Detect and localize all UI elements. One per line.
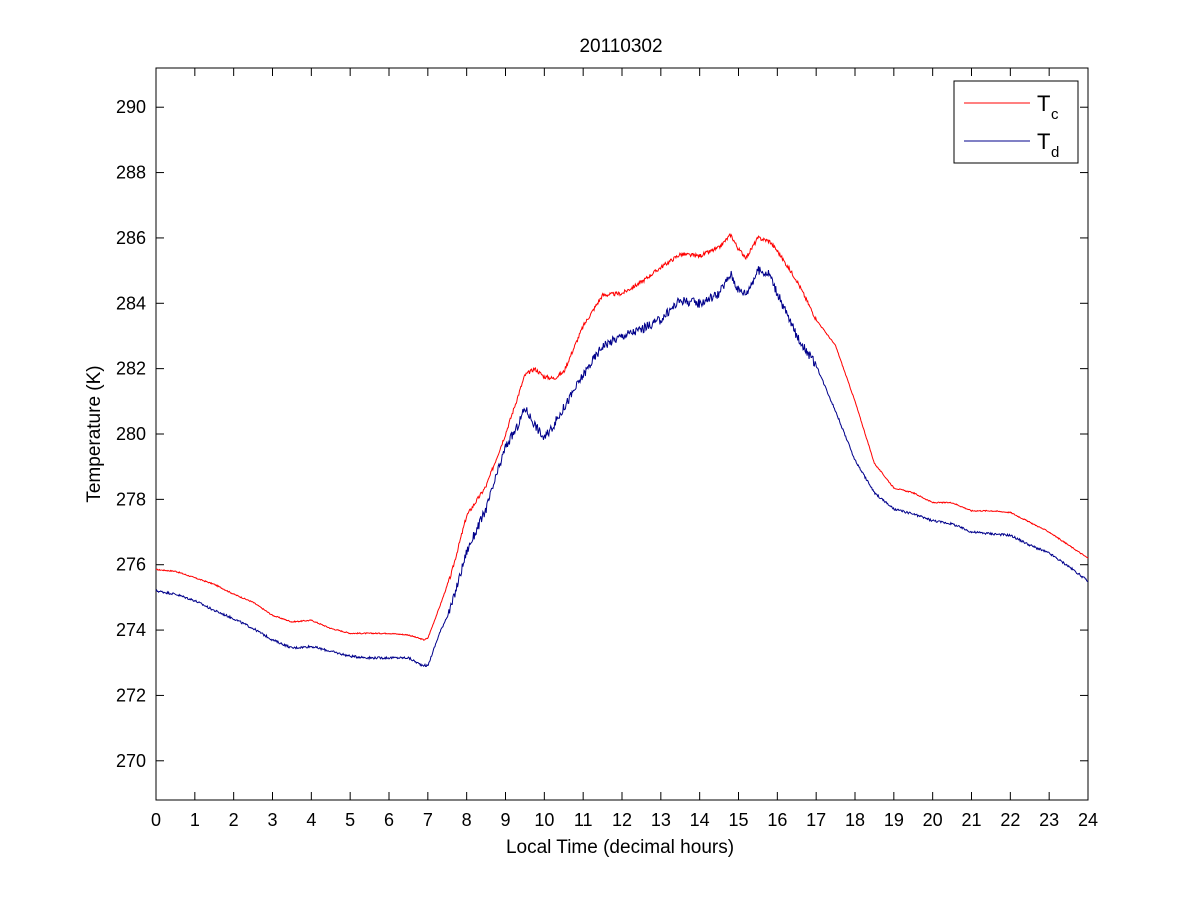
y-tick-label: 286 xyxy=(116,228,146,248)
x-tick-label: 15 xyxy=(728,810,748,830)
x-axis-ticks: 0 1 2 3 4 5 6 7 8 9 10 11 12 13 14 15 16 17 18 19 20 21 22 23 24 xyxy=(151,68,1098,830)
x-tick-label: 5 xyxy=(345,810,355,830)
x-tick-label: 23 xyxy=(1039,810,1059,830)
x-tick-label: 4 xyxy=(306,810,316,830)
x-tick-label: 10 xyxy=(534,810,554,830)
x-tick-label: 20 xyxy=(923,810,943,830)
y-tick-label: 274 xyxy=(116,620,146,640)
y-tick-label: 276 xyxy=(116,555,146,575)
x-tick-label: 13 xyxy=(651,810,671,830)
series-layer xyxy=(155,232,1089,668)
legend-label-subscript: c xyxy=(1051,106,1059,123)
y-tick-label: 282 xyxy=(116,359,146,379)
series-line-c xyxy=(155,232,1089,641)
x-tick-label: 7 xyxy=(423,810,433,830)
y-axis-label: Temperature (K) xyxy=(84,365,105,502)
legend-box xyxy=(953,80,1079,164)
x-tick-label: 6 xyxy=(384,810,394,830)
x-axis-label: Local Time (decimal hours) xyxy=(506,837,734,858)
y-tick-label: 288 xyxy=(116,163,146,183)
plot-area xyxy=(155,67,1089,801)
x-tick-label: 9 xyxy=(500,810,510,830)
x-tick-label: 24 xyxy=(1078,810,1098,830)
x-tick-label: 1 xyxy=(190,810,200,830)
x-tick-label: 0 xyxy=(151,810,161,830)
x-tick-label: 16 xyxy=(767,810,787,830)
y-tick-label: 290 xyxy=(116,97,146,117)
legend-label: T xyxy=(1037,91,1050,116)
legend-label-subscript: d xyxy=(1051,144,1059,161)
x-tick-label: 2 xyxy=(229,810,239,830)
x-tick-label: 17 xyxy=(806,810,826,830)
x-tick-label: 11 xyxy=(574,810,593,830)
x-tick-label: 12 xyxy=(612,810,632,830)
x-tick-label: 18 xyxy=(845,810,865,830)
x-tick-label: 19 xyxy=(884,810,904,830)
y-tick-label: 270 xyxy=(116,751,146,771)
chart-title: 20110302 xyxy=(579,36,662,57)
y-tick-label: 272 xyxy=(116,685,146,705)
x-tick-label: 8 xyxy=(462,810,472,830)
series-line-d xyxy=(155,266,1089,668)
y-tick-label: 278 xyxy=(116,489,146,509)
x-tick-label: 22 xyxy=(1000,810,1020,830)
legend-label: T xyxy=(1037,129,1050,154)
x-tick-label: 14 xyxy=(690,810,710,830)
y-tick-label: 280 xyxy=(116,424,146,444)
y-axis-ticks: 270 272 274 276 278 280 282 284 286 288 290 xyxy=(116,97,1088,771)
x-tick-label: 21 xyxy=(961,810,981,830)
y-tick-label: 284 xyxy=(116,293,146,313)
x-tick-label: 3 xyxy=(267,810,277,830)
